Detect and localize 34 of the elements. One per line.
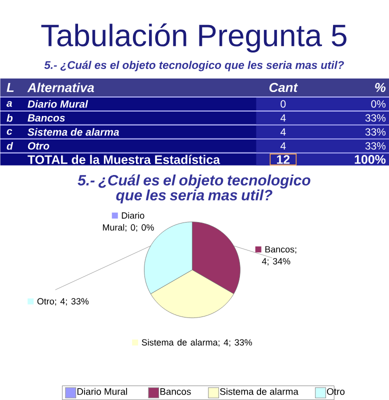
text: Sistema de alarma [27,128,119,136]
legend-label: Bancos [160,388,191,395]
text: 4 [280,128,286,136]
text: 33% [365,114,386,122]
text: 33% [365,128,386,136]
chart-title: 5.- ¿Cuál es el objeto tecnologico que les seria mas util? [78,174,310,204]
text: 5.- ¿Cuál es el objeto tecnologico que les seria mas util? [44,60,344,72]
text: d [6,142,13,150]
data-label: Sistema de alarma; 4; 33% [142,339,252,347]
text: Bancos [27,114,65,122]
text: % [374,82,386,92]
data-label: Bancos; 4; 34% [262,246,296,266]
data-label: Otro; 4; 33% [37,298,88,306]
text: 0% [371,100,386,108]
text: Tabulación Pregunta 5 [41,23,346,53]
text: 4 [280,142,286,150]
legend-label: Sistema de alarma [220,388,298,395]
text: 4 [280,114,286,122]
text: Alternativa [27,82,94,92]
text: a [6,101,12,107]
text: 12 [276,155,290,164]
text: Otro [28,142,50,150]
text: L [6,83,14,92]
legend-label: Otro [326,388,344,395]
text: c [6,129,12,135]
text: 0 [280,100,286,108]
text: Diario Mural; 0; 0% [102,212,154,232]
text: 100% [354,155,386,164]
text: Diario Mural [27,100,88,108]
text: 33% [365,142,386,150]
text: TOTAL de la Muestra Estadística [27,154,220,164]
legend-label: Diario Mural [77,388,127,395]
text: Cant [269,82,298,92]
text: b [6,114,12,122]
